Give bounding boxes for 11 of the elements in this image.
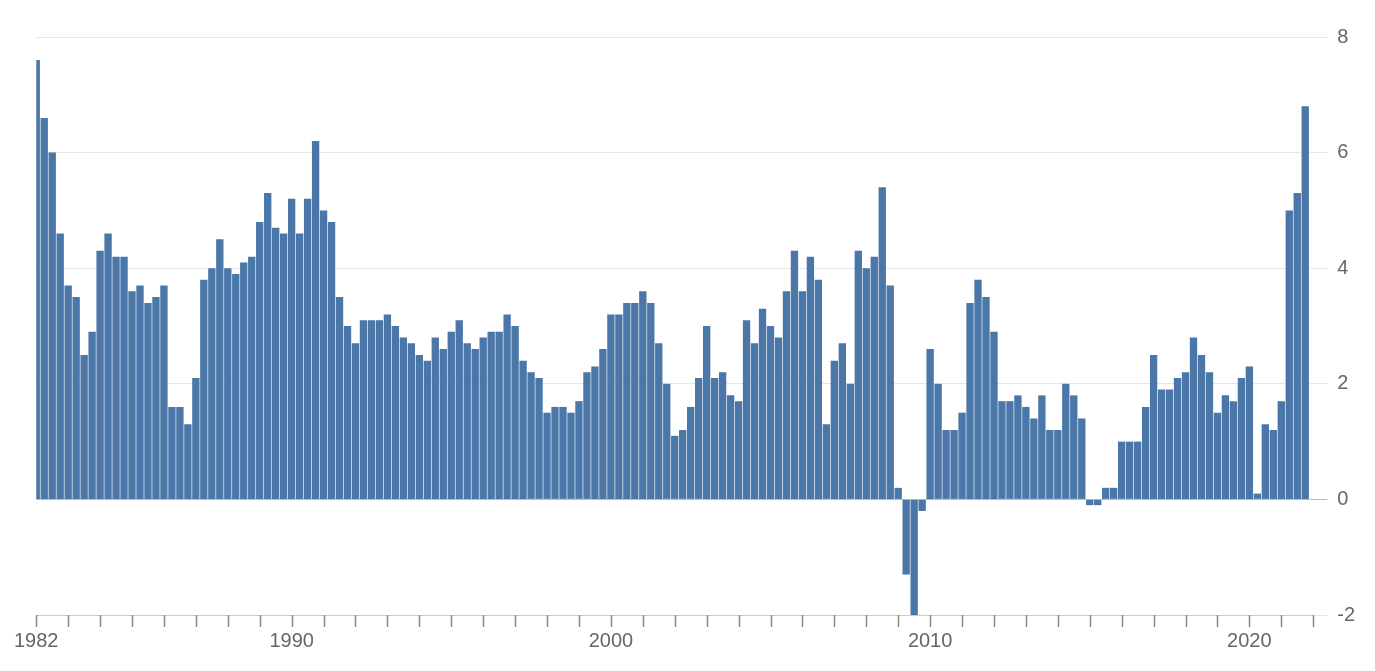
y-tick-label: -2	[1337, 602, 1356, 625]
y-tick-label: 4	[1337, 255, 1349, 278]
x-tick-label: 1990	[269, 628, 314, 651]
x-tick-label: 2000	[588, 628, 634, 651]
y-tick-label: 8	[1337, 24, 1349, 47]
y-tick-label: 2	[1337, 371, 1349, 394]
x-tick-label: 2010	[907, 628, 953, 651]
x-tick-label: 2020	[1227, 628, 1272, 651]
y-tick-label: 6	[1337, 140, 1349, 163]
x-tick-label: 1982	[14, 628, 59, 651]
y-tick-label: 0	[1337, 486, 1349, 509]
